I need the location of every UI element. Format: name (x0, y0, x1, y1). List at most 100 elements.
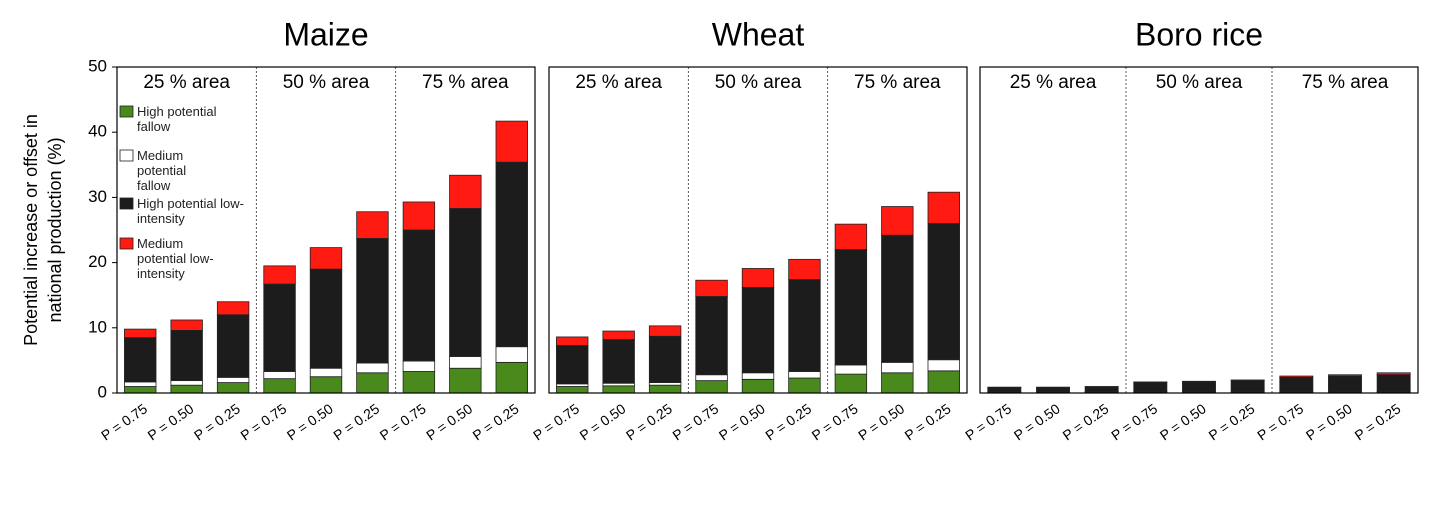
legend-label: Medium potential fallow (137, 148, 187, 193)
bar-segment (788, 371, 821, 379)
bar-segment (602, 385, 635, 394)
bar-segment (927, 370, 960, 394)
x-tick-label: P = 0.25 (330, 400, 382, 443)
x-tick-label: P = 0.75 (98, 400, 150, 443)
legend-label: Medium potential low-intensity (137, 236, 214, 281)
y-tick-label: 0 (98, 382, 107, 401)
x-tick-label: P = 0.25 (191, 400, 243, 443)
x-tick-label: P = 0.50 (1303, 400, 1355, 443)
x-tick-label: P = 0.50 (1011, 400, 1063, 443)
bar-segment (602, 339, 635, 384)
bar-segment (788, 377, 821, 394)
x-tick-label: P = 0.50 (1157, 400, 1209, 443)
bar-segment (216, 301, 250, 316)
bar-segment (124, 337, 157, 383)
bar-segment (834, 364, 868, 375)
legend-swatch (119, 105, 134, 118)
bar-segment (124, 381, 157, 387)
bar-segment (695, 279, 728, 297)
x-tick-label: P = 0.25 (623, 400, 675, 443)
x-tick-label: P = 0.50 (144, 400, 196, 443)
bar-segment (881, 361, 914, 374)
bar-segment (881, 234, 914, 363)
y-tick-label: 10 (88, 317, 107, 336)
bar-segment (788, 279, 821, 372)
bar-segment (1328, 375, 1362, 393)
plot-frame (116, 66, 536, 394)
x-tick-label: P = 0.25 (1351, 400, 1403, 443)
bar-segment (648, 325, 682, 337)
bar-segment (356, 211, 389, 239)
x-tick-label: P = 0.75 (237, 400, 289, 443)
bar-segment (263, 378, 296, 394)
bar-segment (1230, 380, 1265, 393)
x-tick-label: P = 0.25 (902, 400, 954, 443)
bar-segment (216, 382, 250, 394)
x-tick-label: P = 0.75 (530, 400, 582, 443)
bar-segment (124, 386, 157, 394)
x-tick-label: P = 0.25 (1059, 400, 1111, 443)
bar-segment (927, 223, 960, 361)
bar-segment (309, 376, 343, 394)
x-tick-label: P = 0.50 (576, 400, 628, 443)
legend-label: High potential low-intensity (137, 196, 244, 226)
bar-segment (556, 386, 589, 394)
bar-segment (495, 346, 528, 363)
x-tick-label: P = 0.75 (809, 400, 861, 443)
bar-segment (495, 361, 528, 394)
bar-segment (987, 387, 1022, 393)
bar-segment (741, 372, 775, 380)
bar-segment (402, 201, 436, 231)
bar-segment (356, 372, 389, 394)
bar-segment (1036, 387, 1070, 393)
group-label: 75 % area (854, 72, 941, 93)
bar-segment (402, 229, 436, 362)
x-tick-label: P = 0.75 (377, 400, 429, 443)
bar-segment (356, 238, 389, 364)
x-tick-label: P = 0.50 (716, 400, 768, 443)
bar-segment (1133, 382, 1168, 393)
y-tick-label: 20 (88, 252, 107, 271)
x-tick-label: P = 0.50 (855, 400, 907, 443)
bar-segment (556, 336, 589, 346)
bar-segment (1230, 379, 1265, 382)
y-axis-label: national production (%) (45, 137, 65, 322)
bar-segment (1182, 380, 1216, 383)
panel-title: Maize (283, 16, 368, 52)
bar-segment (263, 265, 296, 285)
bar-segment (402, 371, 436, 394)
x-tick-label: P = 0.25 (1205, 400, 1257, 443)
bar-segment (170, 384, 203, 394)
bar-segment (834, 373, 868, 394)
bar-segment (695, 296, 728, 376)
bar-segment (834, 249, 868, 366)
bar-segment (927, 359, 960, 372)
group-label: 75 % area (422, 72, 509, 93)
bar-segment (170, 330, 203, 382)
bar-segment (602, 330, 635, 340)
bar-segment (495, 120, 528, 163)
bar-segment (402, 360, 436, 372)
x-tick-label: P = 0.75 (669, 400, 721, 443)
bar-segment (449, 174, 482, 209)
legend-swatch (119, 197, 134, 210)
bar-segment (1279, 376, 1314, 393)
bar-segment (170, 319, 203, 331)
bar-segment (216, 376, 250, 383)
legend-swatch (119, 237, 134, 250)
bar-segment (648, 384, 682, 394)
plot-frame (979, 66, 1419, 394)
bar-segment (449, 367, 482, 394)
y-axis-label: Potential increase or offset in (21, 114, 41, 346)
bar-segment (1279, 375, 1314, 378)
bar-segment (1182, 381, 1216, 393)
legend-swatch (119, 149, 134, 162)
bar-segment (170, 380, 203, 386)
bar-segment (695, 380, 728, 394)
bar-segment (881, 206, 914, 236)
bar-segment (449, 356, 482, 369)
bar-segment (263, 371, 296, 380)
group-label: 50 % area (283, 72, 370, 93)
